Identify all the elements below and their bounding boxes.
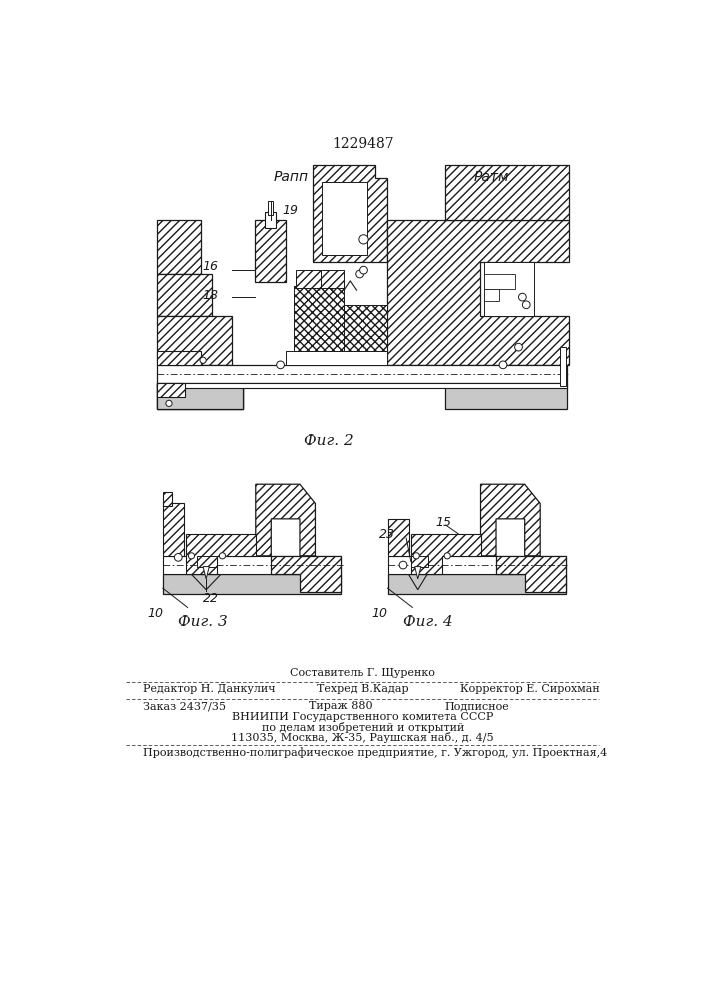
Polygon shape (481, 484, 540, 556)
Text: 15: 15 (436, 516, 452, 529)
Bar (163, 503, 185, 556)
Bar (484, 274, 515, 289)
Circle shape (175, 554, 182, 561)
Text: 10: 10 (147, 607, 163, 620)
Text: ВНИИПИ Государственного комитета СССР: ВНИИПИ Государственного комитета СССР (232, 712, 493, 722)
Text: 16: 16 (203, 260, 219, 273)
Polygon shape (313, 165, 387, 262)
Circle shape (359, 235, 368, 244)
Text: Корректор Е. Сирохман: Корректор Е. Сирохман (460, 684, 600, 694)
Polygon shape (156, 316, 232, 365)
Bar (156, 383, 243, 409)
Text: Фиг. 2: Фиг. 2 (304, 434, 354, 448)
Bar (322, 182, 368, 255)
Text: 18: 18 (203, 289, 219, 302)
Circle shape (515, 343, 522, 351)
Polygon shape (496, 556, 566, 592)
Circle shape (200, 357, 206, 363)
Polygon shape (296, 270, 321, 288)
Bar (156, 383, 567, 388)
Text: 10: 10 (372, 607, 387, 620)
Polygon shape (344, 305, 387, 351)
Circle shape (276, 361, 284, 369)
Bar (265, 212, 276, 228)
Polygon shape (156, 383, 185, 397)
Text: 23: 23 (379, 528, 395, 541)
Polygon shape (186, 534, 256, 574)
Polygon shape (387, 220, 569, 365)
Bar (163, 574, 341, 594)
Polygon shape (414, 567, 421, 579)
Bar (156, 365, 567, 383)
Circle shape (413, 553, 419, 559)
Text: Техред В.Кадар: Техред В.Кадар (317, 684, 409, 694)
Circle shape (356, 270, 363, 278)
Circle shape (499, 361, 507, 369)
Bar (163, 556, 341, 574)
Text: Pатм: Pатм (474, 170, 509, 184)
Polygon shape (156, 220, 201, 274)
Polygon shape (197, 556, 217, 567)
Polygon shape (156, 274, 212, 316)
Text: Подписное: Подписное (445, 701, 510, 711)
Text: Составитель Г. Щуренко: Составитель Г. Щуренко (291, 668, 436, 678)
Polygon shape (484, 262, 534, 316)
Text: Тираж 880: Тираж 880 (309, 701, 373, 711)
Text: Производственно-полиграфическое предприятие, г. Ужгород, ул. Проектная,4: Производственно-полиграфическое предприя… (143, 748, 607, 758)
Bar (163, 492, 172, 506)
Bar (445, 383, 567, 409)
Text: Фиг. 3: Фиг. 3 (178, 615, 228, 629)
Bar (387, 574, 566, 594)
Polygon shape (203, 567, 209, 579)
Bar (484, 289, 499, 301)
Circle shape (188, 553, 194, 559)
Text: 22: 22 (203, 592, 219, 605)
Bar (387, 556, 566, 574)
Bar (156, 383, 243, 409)
Text: Редактор Н. Данкулич: Редактор Н. Данкулич (143, 684, 275, 694)
Circle shape (522, 301, 530, 309)
Text: 113035, Москва, Ж-35, Раушская наб., д. 4/5: 113035, Москва, Ж-35, Раушская наб., д. … (231, 732, 494, 743)
Bar (559, 347, 566, 386)
Circle shape (166, 400, 172, 406)
Polygon shape (156, 383, 243, 409)
Circle shape (518, 293, 526, 301)
Circle shape (360, 266, 368, 274)
Text: 19: 19 (282, 204, 298, 217)
Polygon shape (256, 484, 315, 556)
Circle shape (444, 553, 450, 559)
Polygon shape (321, 270, 344, 288)
Text: Заказ 2437/35: Заказ 2437/35 (143, 701, 226, 711)
Bar (286, 351, 387, 365)
Text: Фиг. 4: Фиг. 4 (403, 615, 452, 629)
Bar (268, 201, 273, 215)
Polygon shape (445, 165, 569, 220)
Polygon shape (293, 286, 344, 351)
Circle shape (399, 561, 407, 569)
Bar (387, 519, 409, 556)
Polygon shape (255, 220, 286, 282)
Text: по делам изобретений и открытий: по делам изобретений и открытий (262, 722, 464, 733)
Polygon shape (411, 556, 428, 567)
Polygon shape (411, 534, 481, 574)
Text: 1229487: 1229487 (332, 137, 394, 151)
Circle shape (219, 553, 226, 559)
Polygon shape (156, 351, 201, 365)
Polygon shape (271, 556, 341, 592)
Text: Pапп: Pапп (274, 170, 309, 184)
